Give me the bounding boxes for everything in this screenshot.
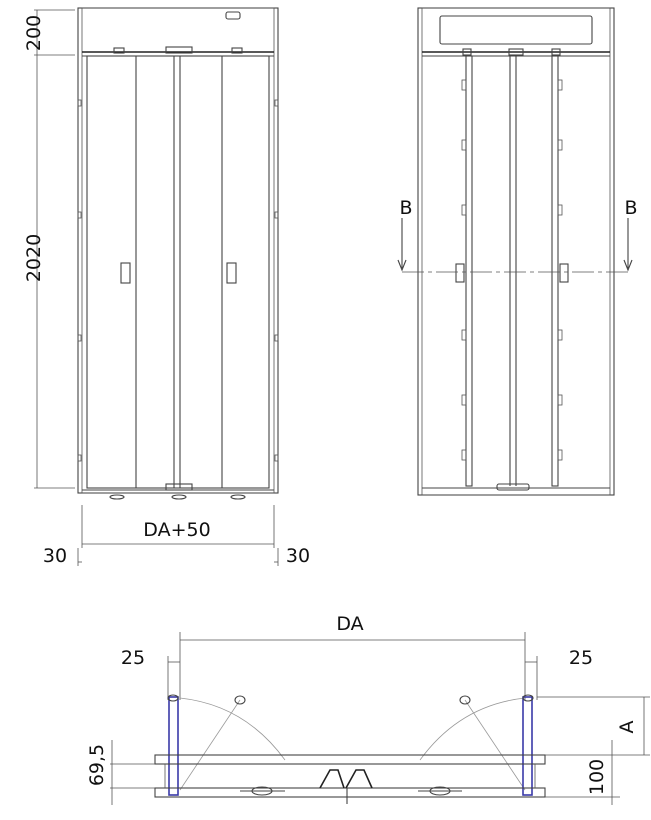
dim-a-label: A: [616, 721, 638, 734]
back-top-panel: [439, 15, 593, 45]
dim-2020-label: 2020: [23, 234, 45, 282]
back-bracket-right: [559, 263, 569, 283]
top-lock: [225, 11, 241, 20]
dim-30-left-label: 30: [43, 545, 67, 567]
handle-right: [226, 262, 237, 284]
section-arrowhead-left: [397, 259, 407, 272]
swing-pivot-right: [459, 695, 471, 705]
post-tabs: [461, 79, 563, 461]
side-post-right: [522, 696, 533, 796]
front-doors-outline: [86, 55, 270, 489]
dim-da50-label: DA+50: [143, 519, 210, 541]
dim-100-label: 100: [586, 759, 608, 795]
front-view: 200 2020: [23, 7, 310, 567]
back-hinge-1: [462, 48, 472, 56]
swing-leaf-right: [464, 699, 526, 791]
section-label-right: B: [624, 197, 637, 219]
dim-200-label: 200: [23, 15, 45, 51]
handle-left: [120, 262, 131, 284]
hinge-top-center: [165, 46, 193, 54]
front-cabinet-inner: [81, 7, 275, 494]
dim-da-label: DA: [336, 613, 363, 635]
swing-leaf-left: [179, 699, 241, 791]
back-bracket-left: [455, 263, 465, 283]
swing-arc-left: [179, 697, 286, 761]
plan-top-rail: [154, 754, 546, 765]
back-view: B B: [397, 7, 638, 496]
plan-bottom-rail: [154, 787, 546, 798]
back-cabinet-inner: [421, 7, 611, 496]
section-arrowhead-right: [623, 259, 633, 272]
foot-1: [109, 494, 125, 500]
post-left: [465, 55, 473, 487]
foot-3: [230, 494, 246, 500]
dim-695-label: 69,5: [86, 744, 108, 786]
foot-2: [171, 494, 187, 500]
hinge-top-1: [113, 47, 125, 54]
section-label-left: B: [399, 197, 412, 219]
front-cabinet-frame: [77, 7, 279, 494]
back-bottom-bracket: [496, 483, 530, 491]
swing-pivot-left: [234, 695, 246, 705]
post-cap-right: [522, 694, 534, 702]
back-hinge-center: [508, 48, 524, 56]
back-hinge-2: [551, 48, 561, 56]
center-mechanism: [319, 769, 373, 789]
hinge-bottom-center: [165, 483, 193, 491]
dim-30-right-label: 30: [286, 545, 310, 567]
swing-arc-right: [419, 697, 526, 761]
post-cap-left: [167, 694, 179, 702]
post-right: [551, 55, 559, 487]
dim-25-right-label: 25: [569, 647, 593, 669]
side-post-left: [168, 696, 179, 796]
dim-25-left-label: 25: [121, 647, 145, 669]
plan-view: DA 25 25: [86, 613, 650, 805]
side-clips: [77, 99, 279, 462]
hinge-top-2: [231, 47, 243, 54]
